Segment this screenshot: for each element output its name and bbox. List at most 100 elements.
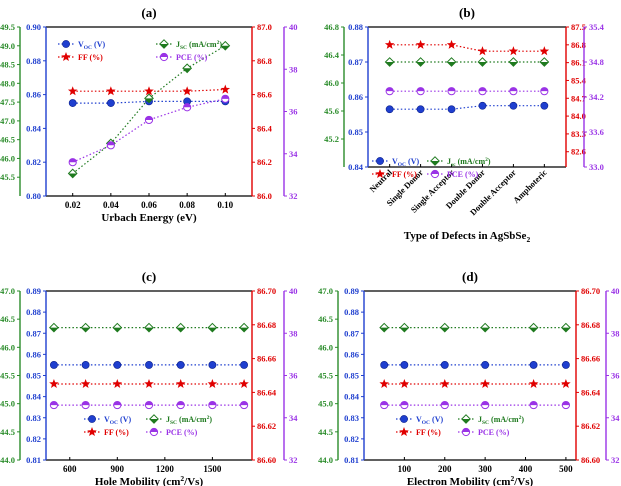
jsc-point-fill: [144, 98, 154, 103]
jsc-point-fill: [478, 62, 487, 67]
legend-pce-label: PCE (%): [447, 170, 479, 179]
jsc-tick-label: 48.5: [0, 60, 15, 70]
voc-point: [380, 361, 389, 369]
ff-tick-label: 86.1: [571, 58, 586, 68]
x-tick-label: 0.02: [65, 200, 81, 210]
voc-tick-label: 0.82: [26, 434, 41, 444]
jsc-point-fill: [509, 62, 518, 67]
ff-point: [415, 39, 426, 49]
pce-point-fill: [82, 401, 90, 406]
voc-point: [176, 361, 185, 369]
legend-pce-marker-fill: [431, 170, 439, 174]
x-tick-label: 0.08: [179, 200, 195, 210]
pce-tick-label: 32: [289, 191, 298, 201]
pce-point-fill: [530, 401, 538, 406]
pce-tick-label: 36: [611, 371, 620, 381]
x-axis-label: Urbach Energy (eV): [101, 212, 197, 224]
pce-tick-label: 32: [611, 455, 620, 465]
legend-ff-label: FF (%): [104, 428, 129, 437]
legend-voc-label: VOC (V): [104, 415, 131, 426]
legend-ff-label: FF (%): [416, 428, 441, 437]
legend-pce-marker-fill: [160, 53, 168, 57]
voc-point: [106, 99, 115, 107]
voc-tick-label: 0.89: [344, 286, 359, 296]
voc-tick-label: 0.86: [26, 349, 41, 359]
pce-point-fill: [177, 401, 185, 406]
ff-point: [399, 378, 410, 388]
legend-jsc-sup: 2: [519, 415, 522, 421]
pce-point-fill: [478, 87, 487, 92]
jsc-tick-label: 48.0: [0, 78, 15, 88]
ff-tick-label: 86.66: [257, 354, 276, 364]
pce-tick-label: 40: [289, 286, 298, 296]
jsc-point-fill: [81, 327, 90, 332]
x-axis-label: Electron Mobility (cm2/Vs): [407, 474, 534, 486]
x-axis-label-sub: 2: [526, 235, 530, 244]
legend-jsc-label: JSC (mA/cm2): [166, 415, 212, 426]
ff-point: [182, 86, 192, 96]
voc-point: [540, 101, 549, 110]
legend-jsc-marker-fill: [149, 419, 159, 424]
voc-point: [440, 361, 449, 369]
panel-d: (d) 0.81 0.82 0.83 0.84 0.85 0.86 0.87 0.88 0.89 4…: [318, 269, 620, 486]
ff-point: [384, 39, 395, 49]
voc-point: [509, 101, 518, 110]
legend-voc-marker: [376, 157, 384, 165]
legend-jsc-end: ): [521, 415, 524, 424]
voc-point: [447, 105, 456, 114]
x-axis-label-sup: 2: [510, 474, 514, 483]
legend-jsc-sub: SC: [180, 45, 187, 51]
x-axis-label-end: /Vs): [513, 476, 533, 486]
jsc-tick-label: 44.5: [0, 427, 15, 437]
legend-voc-marker: [400, 415, 408, 423]
legend-jsc-unit: (mA/cm: [187, 40, 217, 49]
pce-point-fill: [208, 401, 216, 406]
jsc-tick-label: 44.0: [0, 455, 15, 465]
pce-point-fill: [416, 87, 425, 92]
legend-jsc-marker-fill: [461, 419, 471, 424]
panel-title: (a): [141, 5, 156, 20]
jsc-tick-label: 46.5: [0, 135, 15, 145]
legend-voc-sub: OC: [110, 420, 118, 426]
legend-ff-text: FF (%): [416, 428, 441, 437]
jsc-point-fill: [182, 68, 192, 73]
legend-jsc-sub: sc: [451, 162, 456, 168]
ff-tick-label: 86.8: [571, 40, 586, 50]
ff-point: [106, 86, 116, 96]
jsc-tick-label: 45.5: [318, 371, 333, 381]
jsc-tick-label: 45.5: [0, 172, 15, 182]
legend-ff-marker: [375, 169, 385, 179]
legend-pce-marker-fill: [150, 428, 158, 432]
jsc-tick-label: 46.5: [318, 314, 333, 324]
legend-voc-text: V: [392, 157, 398, 166]
ff-point: [220, 84, 231, 94]
pce-tick-label: 32: [289, 455, 298, 465]
voc-tick-label: 0.85: [344, 371, 359, 381]
voc-point: [478, 101, 487, 110]
jsc-tick-label: 46.0: [0, 153, 15, 163]
panel-title: (b): [459, 5, 475, 20]
legend-voc-marker: [62, 40, 70, 48]
ff-tick-label: 86.6: [257, 90, 272, 100]
legend-voc-unit: (V): [118, 415, 131, 424]
legend-jsc-text: J: [176, 40, 180, 49]
jsc-point-fill: [208, 327, 217, 332]
voc-point: [529, 361, 538, 369]
pce-point-fill: [69, 158, 77, 163]
voc-point: [50, 361, 58, 369]
ff-tick-label: 86.68: [257, 320, 276, 330]
voc-tick-label: 0.87: [344, 328, 360, 338]
pce-series-line: [72, 98, 226, 163]
voc-point: [416, 105, 425, 114]
x-tick-label: 400: [519, 464, 533, 474]
legend-ff-text: FF (%): [392, 170, 417, 179]
voc-tick-label: 0.87: [348, 57, 364, 67]
legend-voc-marker: [88, 415, 96, 423]
ff-point: [480, 378, 490, 388]
ff-tick-label: 82.6: [571, 147, 586, 157]
pce-point-fill: [145, 116, 153, 120]
x-tick-label: 1500: [203, 464, 222, 474]
ff-tick-label: 86.60: [581, 455, 600, 465]
legend-jsc-text: J: [166, 415, 170, 424]
jsc-tick-label: 47.0: [0, 286, 15, 296]
